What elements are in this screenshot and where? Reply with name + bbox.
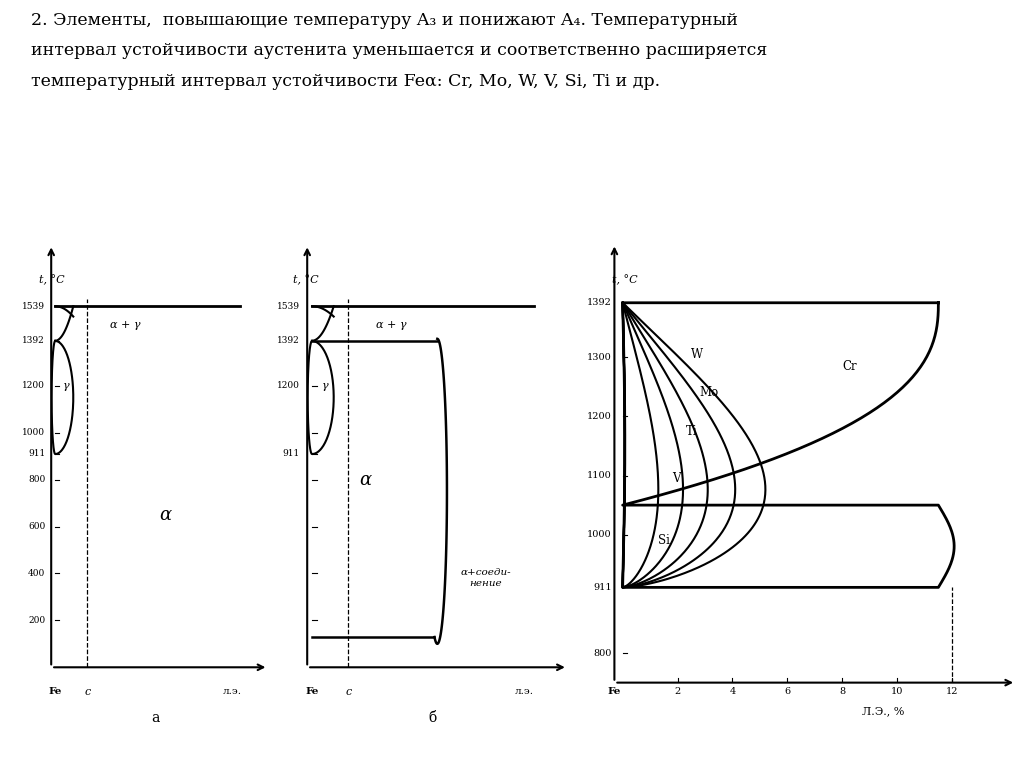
Text: интервал устойчивости аустенита уменьшается и соответственно расширяется: интервал устойчивости аустенита уменьшае… (31, 42, 767, 59)
Text: 1200: 1200 (587, 412, 611, 421)
Text: 800: 800 (28, 475, 45, 484)
Text: б: б (428, 711, 436, 725)
Text: Fe: Fe (48, 687, 61, 696)
Text: Ti: Ti (686, 425, 697, 438)
Text: α: α (160, 505, 172, 524)
Text: 1392: 1392 (587, 298, 611, 308)
Text: 1300: 1300 (587, 353, 611, 362)
Text: 1539: 1539 (23, 301, 45, 311)
Text: л.э.: л.э. (514, 687, 534, 696)
Text: 1392: 1392 (23, 336, 45, 345)
Text: 12: 12 (946, 687, 958, 696)
Text: t, °C: t, °C (611, 275, 637, 285)
Text: 911: 911 (28, 449, 45, 458)
Text: 2. Элементы,  повышающие температуру A₃ и понижают A₄. Температурный: 2. Элементы, повышающие температуру A₃ и… (31, 12, 737, 28)
Text: 1392: 1392 (278, 336, 300, 345)
Text: Mo: Mo (699, 387, 719, 399)
Text: температурный интервал устойчивости Feα: Cr, Mo, W, V, Si, Ti и др.: температурный интервал устойчивости Feα:… (31, 73, 659, 90)
Text: а: а (152, 711, 160, 725)
Text: 1000: 1000 (587, 530, 611, 539)
Text: 1000: 1000 (23, 428, 45, 437)
Text: 911: 911 (283, 449, 300, 458)
Text: 8: 8 (840, 687, 846, 696)
Text: c: c (84, 687, 90, 697)
Text: 1200: 1200 (278, 381, 300, 390)
Text: Si: Si (658, 534, 670, 547)
Text: 400: 400 (28, 569, 45, 578)
Text: γ: γ (62, 380, 70, 390)
Text: 1539: 1539 (276, 301, 300, 311)
Text: 4: 4 (729, 687, 735, 696)
Text: Fe: Fe (607, 687, 622, 696)
Text: γ: γ (322, 380, 329, 390)
Text: α + γ: α + γ (111, 320, 140, 330)
Text: V: V (672, 472, 681, 485)
Text: 10: 10 (891, 687, 903, 696)
Text: c: c (345, 687, 351, 697)
Text: α + γ: α + γ (376, 320, 407, 330)
Text: W: W (691, 347, 703, 360)
Text: л.э.: л.э. (222, 687, 242, 696)
Text: Л.Э., %: Л.Э., % (862, 706, 904, 716)
Text: α: α (359, 471, 371, 489)
Text: t, °C: t, °C (39, 275, 65, 285)
Text: 1200: 1200 (23, 381, 45, 390)
Text: 200: 200 (28, 616, 45, 625)
Text: 800: 800 (593, 649, 611, 657)
Text: 600: 600 (28, 522, 45, 531)
Text: Fe: Fe (305, 687, 318, 696)
Text: α+соеди-
нение: α+соеди- нение (460, 568, 511, 588)
Text: Cr: Cr (843, 360, 857, 373)
Text: 6: 6 (784, 687, 791, 696)
Text: t, °C: t, °C (293, 275, 318, 285)
Text: 1100: 1100 (587, 471, 611, 480)
Text: 911: 911 (593, 583, 611, 592)
Text: 2: 2 (675, 687, 681, 696)
